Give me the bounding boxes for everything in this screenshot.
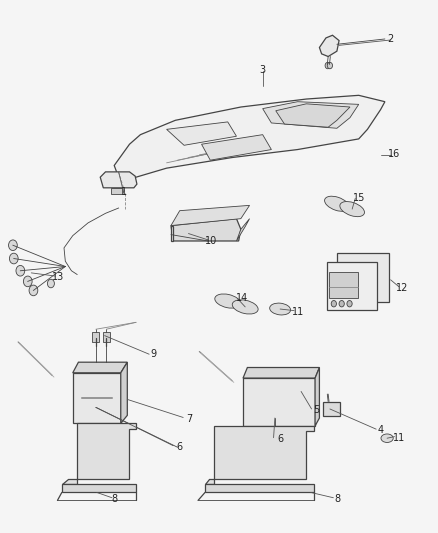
Ellipse shape [340,201,364,216]
Circle shape [47,279,54,288]
Polygon shape [171,219,241,241]
Bar [81,384,112,416]
Ellipse shape [215,294,240,308]
Polygon shape [62,484,136,492]
Polygon shape [237,219,250,241]
Bar [250,389,263,413]
Bar [196,226,213,238]
Polygon shape [73,362,127,373]
Circle shape [9,240,17,251]
Polygon shape [205,484,314,492]
Text: 8: 8 [111,494,117,504]
Text: 3: 3 [260,65,266,75]
Polygon shape [166,122,237,146]
Circle shape [339,301,344,307]
Polygon shape [171,225,173,241]
Text: 1: 1 [121,187,127,197]
Bar [108,176,127,185]
Bar [175,226,192,238]
Circle shape [349,294,355,301]
Circle shape [29,285,38,296]
Text: 9: 9 [150,349,156,359]
Circle shape [331,301,336,307]
Text: 16: 16 [389,149,401,159]
Bar [111,188,122,193]
Polygon shape [62,423,136,484]
Bar [286,389,299,413]
Text: 14: 14 [236,293,248,303]
Polygon shape [243,378,315,426]
Circle shape [23,276,32,287]
Polygon shape [73,373,121,423]
Circle shape [347,301,352,307]
Text: 4: 4 [378,425,384,435]
Circle shape [327,62,332,69]
Ellipse shape [270,303,290,315]
Polygon shape [276,104,350,127]
Circle shape [325,62,330,69]
Ellipse shape [91,404,101,410]
Polygon shape [201,135,272,160]
Text: 6: 6 [177,442,183,452]
Polygon shape [319,35,339,56]
Circle shape [340,294,346,301]
Ellipse shape [325,196,349,211]
Bar [329,272,358,298]
Ellipse shape [270,415,280,421]
Text: 7: 7 [186,414,192,424]
Text: 11: 11 [292,306,304,317]
Bar [337,253,389,302]
Text: 8: 8 [335,494,341,504]
Text: 5: 5 [313,405,319,415]
Polygon shape [114,95,385,177]
Circle shape [16,265,25,276]
Circle shape [272,134,280,144]
Text: 11: 11 [393,433,405,443]
Polygon shape [263,102,359,128]
Circle shape [10,253,18,264]
Polygon shape [205,426,314,484]
Bar [92,333,99,342]
Bar [115,176,127,185]
Polygon shape [243,368,319,378]
Bar [339,264,367,293]
Polygon shape [171,205,250,225]
Text: 15: 15 [353,193,366,204]
Polygon shape [121,362,127,423]
Ellipse shape [381,434,393,442]
Text: 2: 2 [387,34,393,44]
Polygon shape [100,172,137,188]
Text: 6: 6 [277,434,283,445]
Bar [268,389,281,413]
Text: 10: 10 [205,236,217,246]
Bar [103,333,110,342]
Text: 13: 13 [52,272,64,282]
Bar [323,401,340,416]
Text: 12: 12 [396,283,409,293]
Ellipse shape [232,300,258,314]
Bar [327,262,378,310]
Circle shape [357,294,363,301]
Polygon shape [315,368,319,426]
